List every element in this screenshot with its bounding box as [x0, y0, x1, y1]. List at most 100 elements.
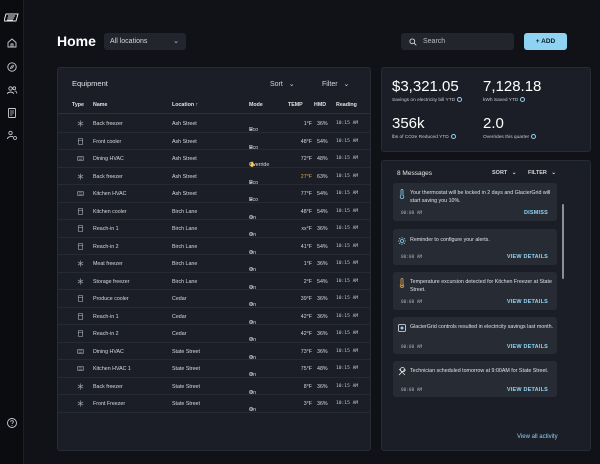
- table-row[interactable]: Front Freezer State Street ❄ On 3°F 36% 10:15 …: [58, 395, 370, 413]
- equipment-location: Ash Street: [172, 156, 197, 162]
- messages-panel: 8 Messages SORT ⌄ FILTER ⌄ Your thermost…: [381, 160, 591, 451]
- eco-icon: ❦: [249, 179, 254, 186]
- table-row[interactable]: Kitchen HVAC 1 State Street ❄ On 75°F 48% 10:1…: [58, 360, 370, 378]
- column-header-hmd[interactable]: HMD: [314, 102, 327, 108]
- dismiss-button[interactable]: DISMISS: [523, 210, 548, 216]
- message-card[interactable]: Temperature excursion detected for Kitch…: [393, 272, 557, 310]
- settings-users-icon[interactable]: [6, 129, 18, 141]
- add-button[interactable]: + ADD: [524, 33, 567, 50]
- stat-label: Savings on electricity bill YTD: [392, 98, 456, 103]
- table-row[interactable]: Dining HVAC State Street ❄ On 73°F 36% 10:15 A…: [58, 343, 370, 361]
- cooler-icon: [77, 137, 84, 147]
- view-details-button[interactable]: VIEW DETAILS: [506, 254, 548, 260]
- home-icon[interactable]: [6, 37, 18, 49]
- table-row[interactable]: Back freezer Ash Street ❦ Eco 27°F 63% 10:15 A…: [58, 168, 370, 186]
- view-details-button[interactable]: VIEW DETAILS: [506, 344, 548, 350]
- view-details-button[interactable]: VIEW DETAILS: [506, 387, 548, 393]
- messages-scrollbar[interactable]: [562, 204, 564, 279]
- equipment-temp: 39°F: [300, 296, 312, 302]
- equipment-humidity: 36%: [317, 313, 328, 320]
- freezer-icon: [77, 172, 84, 182]
- mode-label: On: [249, 354, 257, 361]
- info-icon[interactable]: [531, 134, 537, 139]
- sort-label: SORT: [492, 170, 508, 176]
- equipment-location: State Street: [172, 348, 200, 355]
- equipment-location: Birch Lane: [172, 261, 198, 267]
- gear-icon: [398, 237, 406, 245]
- table-row[interactable]: Kitchen HVAC Ash Street ❦ Eco 77°F 54% 10:15 A…: [58, 185, 370, 203]
- equipment-reading: 10:15 AM: [336, 208, 359, 214]
- messages-sort-button[interactable]: SORT ⌄: [492, 170, 516, 176]
- equipment-location: State Street: [172, 366, 200, 372]
- equipment-temp: 41°F: [300, 243, 312, 250]
- users-icon[interactable]: [6, 84, 18, 96]
- table-row[interactable]: Dining HVAC Ash Street ✋ Override 72°F 48% 10:…: [58, 150, 370, 168]
- equipment-filter-button[interactable]: Filter ⌄: [322, 80, 349, 88]
- column-header-name[interactable]: Name: [93, 102, 108, 108]
- logo-icon[interactable]: [4, 13, 20, 22]
- equipment-humidity: 54%: [317, 208, 328, 215]
- chevron-down-icon: ⌄: [551, 170, 556, 176]
- equipment-temp: xx°F: [301, 226, 312, 232]
- table-row[interactable]: Front cooler Ash Street ❦ Eco 48°F 54% 10:15 A…: [58, 133, 370, 151]
- messages-filter-button[interactable]: FILTER ⌄: [528, 170, 556, 176]
- search-input[interactable]: Search: [401, 33, 514, 50]
- table-row[interactable]: Kitchen cooler Birch Lane ❄ On 48°F 54% 10:15 …: [58, 203, 370, 221]
- equipment-location: Ash Street: [172, 173, 197, 180]
- mode-label: Eco: [249, 127, 259, 133]
- equipment-name: Front cooler: [93, 138, 122, 145]
- freezer-icon: [77, 400, 84, 409]
- snowflake-icon: ❄: [249, 354, 254, 361]
- snowflake-icon: ❄: [249, 267, 254, 273]
- equipment-humidity: 36%: [317, 226, 328, 232]
- table-row[interactable]: Back freezer Ash Street ❦ Eco 1°F 36% 10:15 AM: [58, 115, 370, 133]
- message-card[interactable]: Your thermostat will be locked in 2 days…: [393, 183, 557, 221]
- equipment-humidity: 54%: [317, 138, 328, 145]
- equipment-sort-button[interactable]: Sort ⌄: [270, 80, 295, 88]
- stat-label: kWh Saved YTD: [483, 98, 519, 103]
- equipment-reading: 10:15 AM: [336, 383, 359, 389]
- equipment-name: Back freezer: [93, 173, 123, 180]
- thermometer-icon: [399, 189, 405, 199]
- equipment-location: State Street: [172, 383, 200, 390]
- column-header-temp[interactable]: TEMP: [288, 102, 303, 108]
- column-header-mode[interactable]: Mode: [249, 102, 263, 108]
- chevron-down-icon: ⌄: [343, 81, 350, 88]
- hvac-icon: [77, 365, 84, 374]
- equipment-temp: 2°F: [303, 278, 312, 285]
- equipment-reading: 10:15 AM: [336, 156, 359, 161]
- table-row[interactable]: Reach-in 2 Birch Lane ❄ On 41°F 54% 10:15 AM: [58, 238, 370, 256]
- message-card[interactable]: Reminder to configure your alerts. 00:00…: [393, 229, 557, 265]
- location-select[interactable]: All locations ⌄: [104, 33, 186, 50]
- table-row[interactable]: Reach-in 2 Cedar ❄ On 42°F 36% 10:15 AM: [58, 325, 370, 343]
- compass-icon[interactable]: [6, 61, 18, 73]
- message-text: GlacierGrid controls resulted in electri…: [410, 324, 554, 330]
- equipment-reading: 10:15 AM: [336, 138, 359, 144]
- view-details-button[interactable]: VIEW DETAILS: [506, 299, 548, 305]
- table-row[interactable]: Storage freezer Birch Lane ❄ On 2°F 54% 10:15 …: [58, 273, 370, 291]
- column-header-location[interactable]: Location ↑: [172, 102, 199, 108]
- stat-value: 2.0: [483, 115, 504, 132]
- message-card[interactable]: Technician scheduled tomorrow at 9:00AM …: [393, 361, 557, 397]
- equipment-location: Cedar: [172, 296, 187, 302]
- message-card[interactable]: GlacierGrid controls resulted in electri…: [393, 317, 557, 354]
- view-all-activity-link[interactable]: View all activity: [517, 434, 558, 440]
- stat-co2: 356k lbs of CO2e Reduced YTD: [392, 115, 456, 140]
- info-icon[interactable]: [450, 134, 456, 139]
- info-icon[interactable]: [457, 97, 463, 102]
- equipment-humidity: 36%: [317, 261, 328, 267]
- equipment-name: Dining HVAC: [93, 156, 124, 162]
- document-icon[interactable]: [6, 107, 18, 119]
- table-row[interactable]: Reach-in 1 Birch Lane ❄ On xx°F 36% 10:15 AM: [58, 220, 370, 238]
- cooler-icon: [77, 242, 84, 252]
- table-row[interactable]: Produce cooler Cedar ❄ On 39°F 36% 10:15 AM: [58, 290, 370, 308]
- table-row[interactable]: Back freezer State Street ❄ On 8°F 36% 10:15 A…: [58, 378, 370, 396]
- chevron-down-icon: ⌄: [288, 81, 295, 88]
- help-icon[interactable]: [6, 417, 18, 429]
- info-icon[interactable]: [520, 97, 526, 102]
- table-row[interactable]: Reach-in 1 Cedar ❄ On 42°F 36% 10:15 AM: [58, 308, 370, 326]
- column-header-reading[interactable]: Reading: [336, 102, 357, 108]
- table-row[interactable]: Meat freezer Birch Lane ❄ On 1°F 36% 10:15 AM: [58, 255, 370, 273]
- equipment-location: Cedar: [172, 331, 187, 337]
- column-header-type[interactable]: Type: [72, 102, 84, 108]
